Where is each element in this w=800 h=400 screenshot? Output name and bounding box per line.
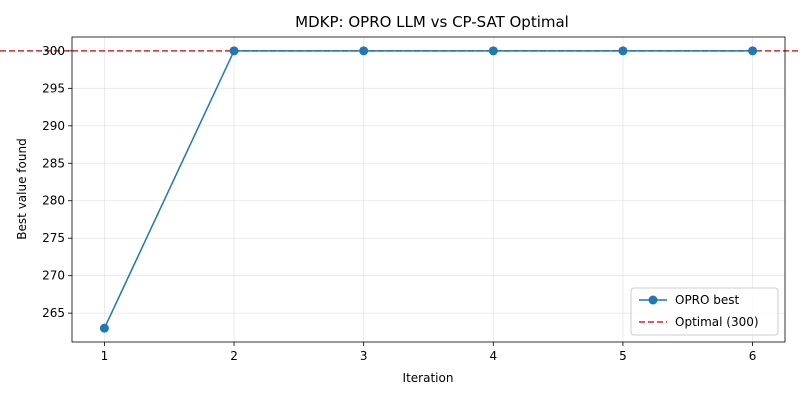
legend-box bbox=[630, 287, 779, 336]
x-tick-label: 1 bbox=[101, 349, 109, 363]
y-tick-label: 285 bbox=[42, 156, 65, 170]
y-axis-ticks: 265 270 275 280 285 290 295 300 bbox=[42, 44, 72, 320]
data-point bbox=[229, 46, 239, 56]
y-axis-label: Best value found bbox=[15, 138, 29, 239]
y-tick-label: 275 bbox=[42, 231, 65, 245]
x-tick-label: 5 bbox=[619, 349, 627, 363]
data-point bbox=[99, 323, 109, 333]
series-line-opro-best bbox=[103, 50, 753, 329]
legend: OPRO best Optimal (300) bbox=[630, 287, 779, 336]
x-tick-label: 4 bbox=[489, 349, 497, 363]
y-tick-label: 270 bbox=[42, 269, 65, 283]
chart-title: MDKP: OPRO LLM vs CP-SAT Optimal bbox=[295, 13, 569, 31]
legend-label: Optimal (300) bbox=[675, 315, 759, 329]
y-tick-label: 265 bbox=[42, 306, 65, 320]
legend-swatch-marker bbox=[648, 295, 658, 305]
data-point bbox=[359, 46, 369, 56]
data-point bbox=[488, 46, 498, 56]
x-axis-ticks: 1 2 3 4 5 6 bbox=[101, 342, 757, 363]
y-tick-label: 280 bbox=[42, 194, 65, 208]
y-tick-label: 300 bbox=[42, 44, 65, 58]
x-tick-label: 6 bbox=[749, 349, 757, 363]
x-tick-label: 2 bbox=[230, 349, 238, 363]
series-layer bbox=[99, 46, 758, 333]
data-point bbox=[618, 46, 628, 56]
data-point bbox=[748, 46, 758, 56]
x-tick-label: 3 bbox=[360, 349, 368, 363]
x-axis-label: Iteration bbox=[403, 371, 454, 385]
legend-label: OPRO best bbox=[675, 293, 740, 307]
plot-frame bbox=[71, 36, 786, 343]
y-tick-label: 295 bbox=[42, 81, 65, 95]
y-tick-label: 290 bbox=[42, 119, 65, 133]
